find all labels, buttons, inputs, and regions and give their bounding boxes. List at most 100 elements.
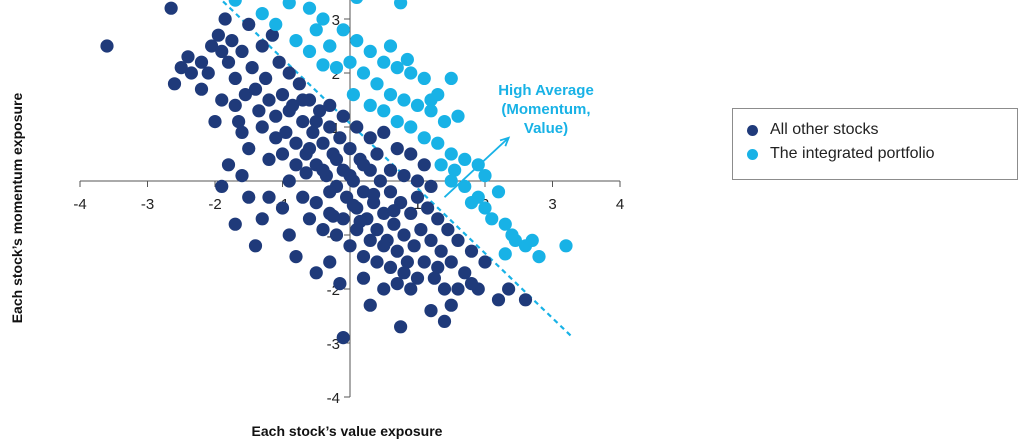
point-integrated-portfolio xyxy=(383,39,398,53)
point-integrated-portfolio xyxy=(269,17,283,31)
point-integrated-portfolio xyxy=(323,39,337,53)
point-other-stock xyxy=(397,169,411,183)
point-integrated-portfolio xyxy=(363,44,377,59)
point-other-stock xyxy=(350,120,364,134)
point-other-stock xyxy=(228,217,242,231)
x-axis-title: Each stock’s value exposure xyxy=(252,423,443,439)
point-other-stock xyxy=(275,88,290,102)
point-other-stock xyxy=(370,255,384,269)
point-other-stock xyxy=(232,115,246,129)
point-other-stock xyxy=(370,147,384,161)
point-other-stock xyxy=(194,82,209,96)
point-other-stock xyxy=(259,71,273,85)
point-other-stock xyxy=(218,12,232,26)
point-other-stock xyxy=(421,201,435,215)
point-other-stock xyxy=(255,39,269,53)
point-integrated-portfolio xyxy=(444,174,458,188)
annotation-arrow-head xyxy=(499,136,511,147)
point-integrated-portfolio xyxy=(404,66,418,80)
point-other-stock xyxy=(323,120,337,134)
point-other-stock xyxy=(316,136,330,150)
point-other-stock xyxy=(164,1,178,15)
point-other-stock xyxy=(458,266,472,280)
point-other-stock xyxy=(491,293,506,307)
point-other-stock xyxy=(502,282,516,296)
point-integrated-portfolio xyxy=(485,212,499,226)
point-integrated-portfolio xyxy=(451,109,465,123)
point-other-stock xyxy=(444,298,458,312)
point-other-stock xyxy=(370,223,384,237)
point-integrated-portfolio xyxy=(417,131,431,145)
point-other-stock xyxy=(215,179,229,193)
point-other-stock xyxy=(262,152,276,166)
point-other-stock xyxy=(343,169,357,183)
point-other-stock xyxy=(377,282,391,296)
point-integrated-portfolio xyxy=(289,34,303,48)
legend-item-other: All other stocks xyxy=(747,118,1017,142)
point-integrated-portfolio xyxy=(356,66,371,80)
point-integrated-portfolio xyxy=(343,55,357,69)
point-other-stock xyxy=(451,233,465,247)
point-other-stock xyxy=(235,44,249,59)
point-other-stock xyxy=(316,223,330,237)
point-other-stock xyxy=(404,147,418,161)
annotation-text-line: High Average xyxy=(498,82,594,99)
point-other-stock xyxy=(417,158,431,172)
legend-item-portfolio: The integrated portfolio xyxy=(747,142,1017,166)
point-other-stock xyxy=(356,185,371,199)
point-other-stock xyxy=(215,93,229,107)
boundary-dashed-line xyxy=(219,0,574,339)
point-other-stock xyxy=(279,125,293,139)
point-other-stock xyxy=(441,223,455,237)
point-other-stock xyxy=(427,271,441,285)
point-other-stock xyxy=(309,115,323,129)
point-other-stock xyxy=(309,266,323,280)
point-integrated-portfolio xyxy=(363,98,377,112)
point-other-stock xyxy=(309,196,323,210)
point-other-stock xyxy=(262,190,276,204)
point-other-stock xyxy=(167,77,182,91)
point-integrated-portfolio xyxy=(559,239,573,253)
point-integrated-portfolio xyxy=(394,0,408,10)
point-integrated-portfolio xyxy=(255,6,269,21)
point-other-stock xyxy=(404,206,418,220)
point-integrated-portfolio xyxy=(302,1,317,15)
annotation-text-line: (Momentum, xyxy=(501,101,590,118)
point-other-stock xyxy=(363,131,377,145)
point-other-stock xyxy=(296,190,310,204)
point-other-stock xyxy=(387,217,401,231)
point-integrated-portfolio xyxy=(397,93,411,107)
y-tick-label: -4 xyxy=(327,390,340,407)
point-integrated-portfolio xyxy=(478,201,492,215)
point-integrated-portfolio xyxy=(417,71,431,85)
y-tick-label: -3 xyxy=(327,336,340,353)
point-other-stock xyxy=(431,260,445,274)
point-other-stock xyxy=(424,233,438,247)
point-other-stock xyxy=(397,228,411,242)
point-other-stock xyxy=(184,66,198,80)
point-integrated-portfolio xyxy=(525,233,539,247)
point-other-stock xyxy=(356,271,371,285)
point-integrated-portfolio xyxy=(478,169,492,183)
point-other-stock xyxy=(306,125,320,139)
point-other-stock xyxy=(242,142,256,156)
point-other-stock xyxy=(410,271,425,285)
point-other-stock xyxy=(245,61,259,75)
point-other-stock xyxy=(343,239,357,253)
point-other-stock xyxy=(282,228,296,242)
point-other-stock xyxy=(100,39,114,53)
point-integrated-portfolio xyxy=(498,217,512,231)
x-tick-label: -4 xyxy=(73,196,86,213)
point-integrated-portfolio xyxy=(309,23,323,37)
annotation-layer: High Average (Momentum, Value) xyxy=(443,82,594,198)
point-other-stock xyxy=(323,185,337,199)
point-integrated-portfolio xyxy=(424,93,438,107)
point-integrated-portfolio xyxy=(444,147,458,161)
point-integrated-portfolio xyxy=(228,0,242,7)
point-other-stock xyxy=(215,44,229,59)
series-integrated-portfolio xyxy=(228,0,573,264)
point-other-stock xyxy=(269,109,283,123)
point-integrated-portfolio xyxy=(316,58,330,72)
point-other-stock xyxy=(323,255,337,269)
point-other-stock xyxy=(329,228,344,242)
